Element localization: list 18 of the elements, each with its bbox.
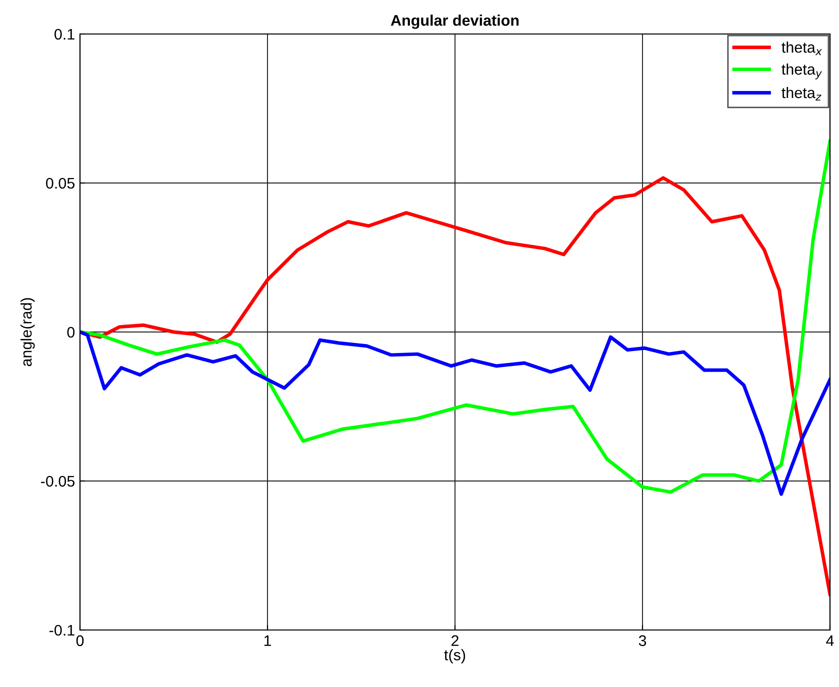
legend-label: theta$_{y}$	[782, 64, 822, 80]
y-tick-label: 0.1	[54, 28, 74, 40]
y-tick-label: 0	[67, 326, 75, 338]
legend-label: theta$_{x}$	[782, 42, 822, 56]
chart-title: Angular deviation	[390, 14, 519, 29]
line-series	[80, 140, 830, 494]
line-series	[80, 330, 830, 496]
x-tick-label: 3	[638, 635, 646, 646]
x-axis-title: t(s)	[444, 649, 466, 664]
y-tick-label: 0.05	[46, 178, 74, 189]
x-tick-label: 4	[826, 635, 834, 646]
x-tick-label: 2	[452, 635, 458, 646]
y-tick-label: -0.05	[41, 476, 74, 487]
legend-label: theta$_{z}$	[782, 86, 822, 101]
x-tick-label: 0	[76, 635, 84, 646]
y-tick-label: -0.1	[49, 624, 74, 636]
y-axis-title: angle(rad)	[20, 298, 35, 366]
x-tick-label: 1	[264, 635, 272, 646]
